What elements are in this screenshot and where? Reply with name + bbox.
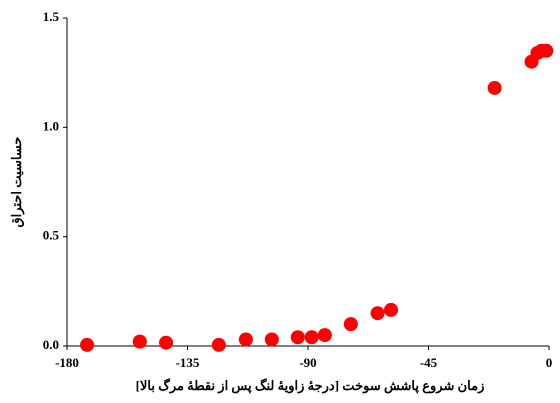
point — [384, 302, 399, 317]
point — [132, 334, 147, 349]
y-tick-label: 0.5 — [43, 228, 60, 243]
point — [487, 80, 502, 95]
y-tick-label: 1.5 — [43, 9, 60, 24]
point — [80, 337, 95, 352]
x-axis-title: زمان شروع پاشش سوخت [درجهٔ زاویهٔ لنگ پس… — [136, 377, 485, 394]
point — [211, 337, 226, 352]
x-tick-label: -45 — [420, 355, 438, 370]
x-tick-label: 0 — [546, 355, 553, 370]
x-tick-label: -90 — [299, 355, 316, 370]
y-tick-label: 0.0 — [43, 337, 59, 352]
point — [370, 306, 385, 321]
y-tick-label: 1.0 — [43, 118, 59, 133]
point — [539, 43, 554, 58]
point — [304, 330, 319, 345]
point — [290, 330, 305, 345]
point — [238, 332, 253, 347]
point — [343, 317, 358, 332]
y-axis-title: حساسیت احتراق — [9, 137, 25, 228]
x-tick-label: -180 — [55, 355, 79, 370]
point — [159, 335, 174, 350]
x-tick-label: -135 — [176, 355, 200, 370]
point — [264, 332, 279, 347]
point — [317, 328, 332, 343]
